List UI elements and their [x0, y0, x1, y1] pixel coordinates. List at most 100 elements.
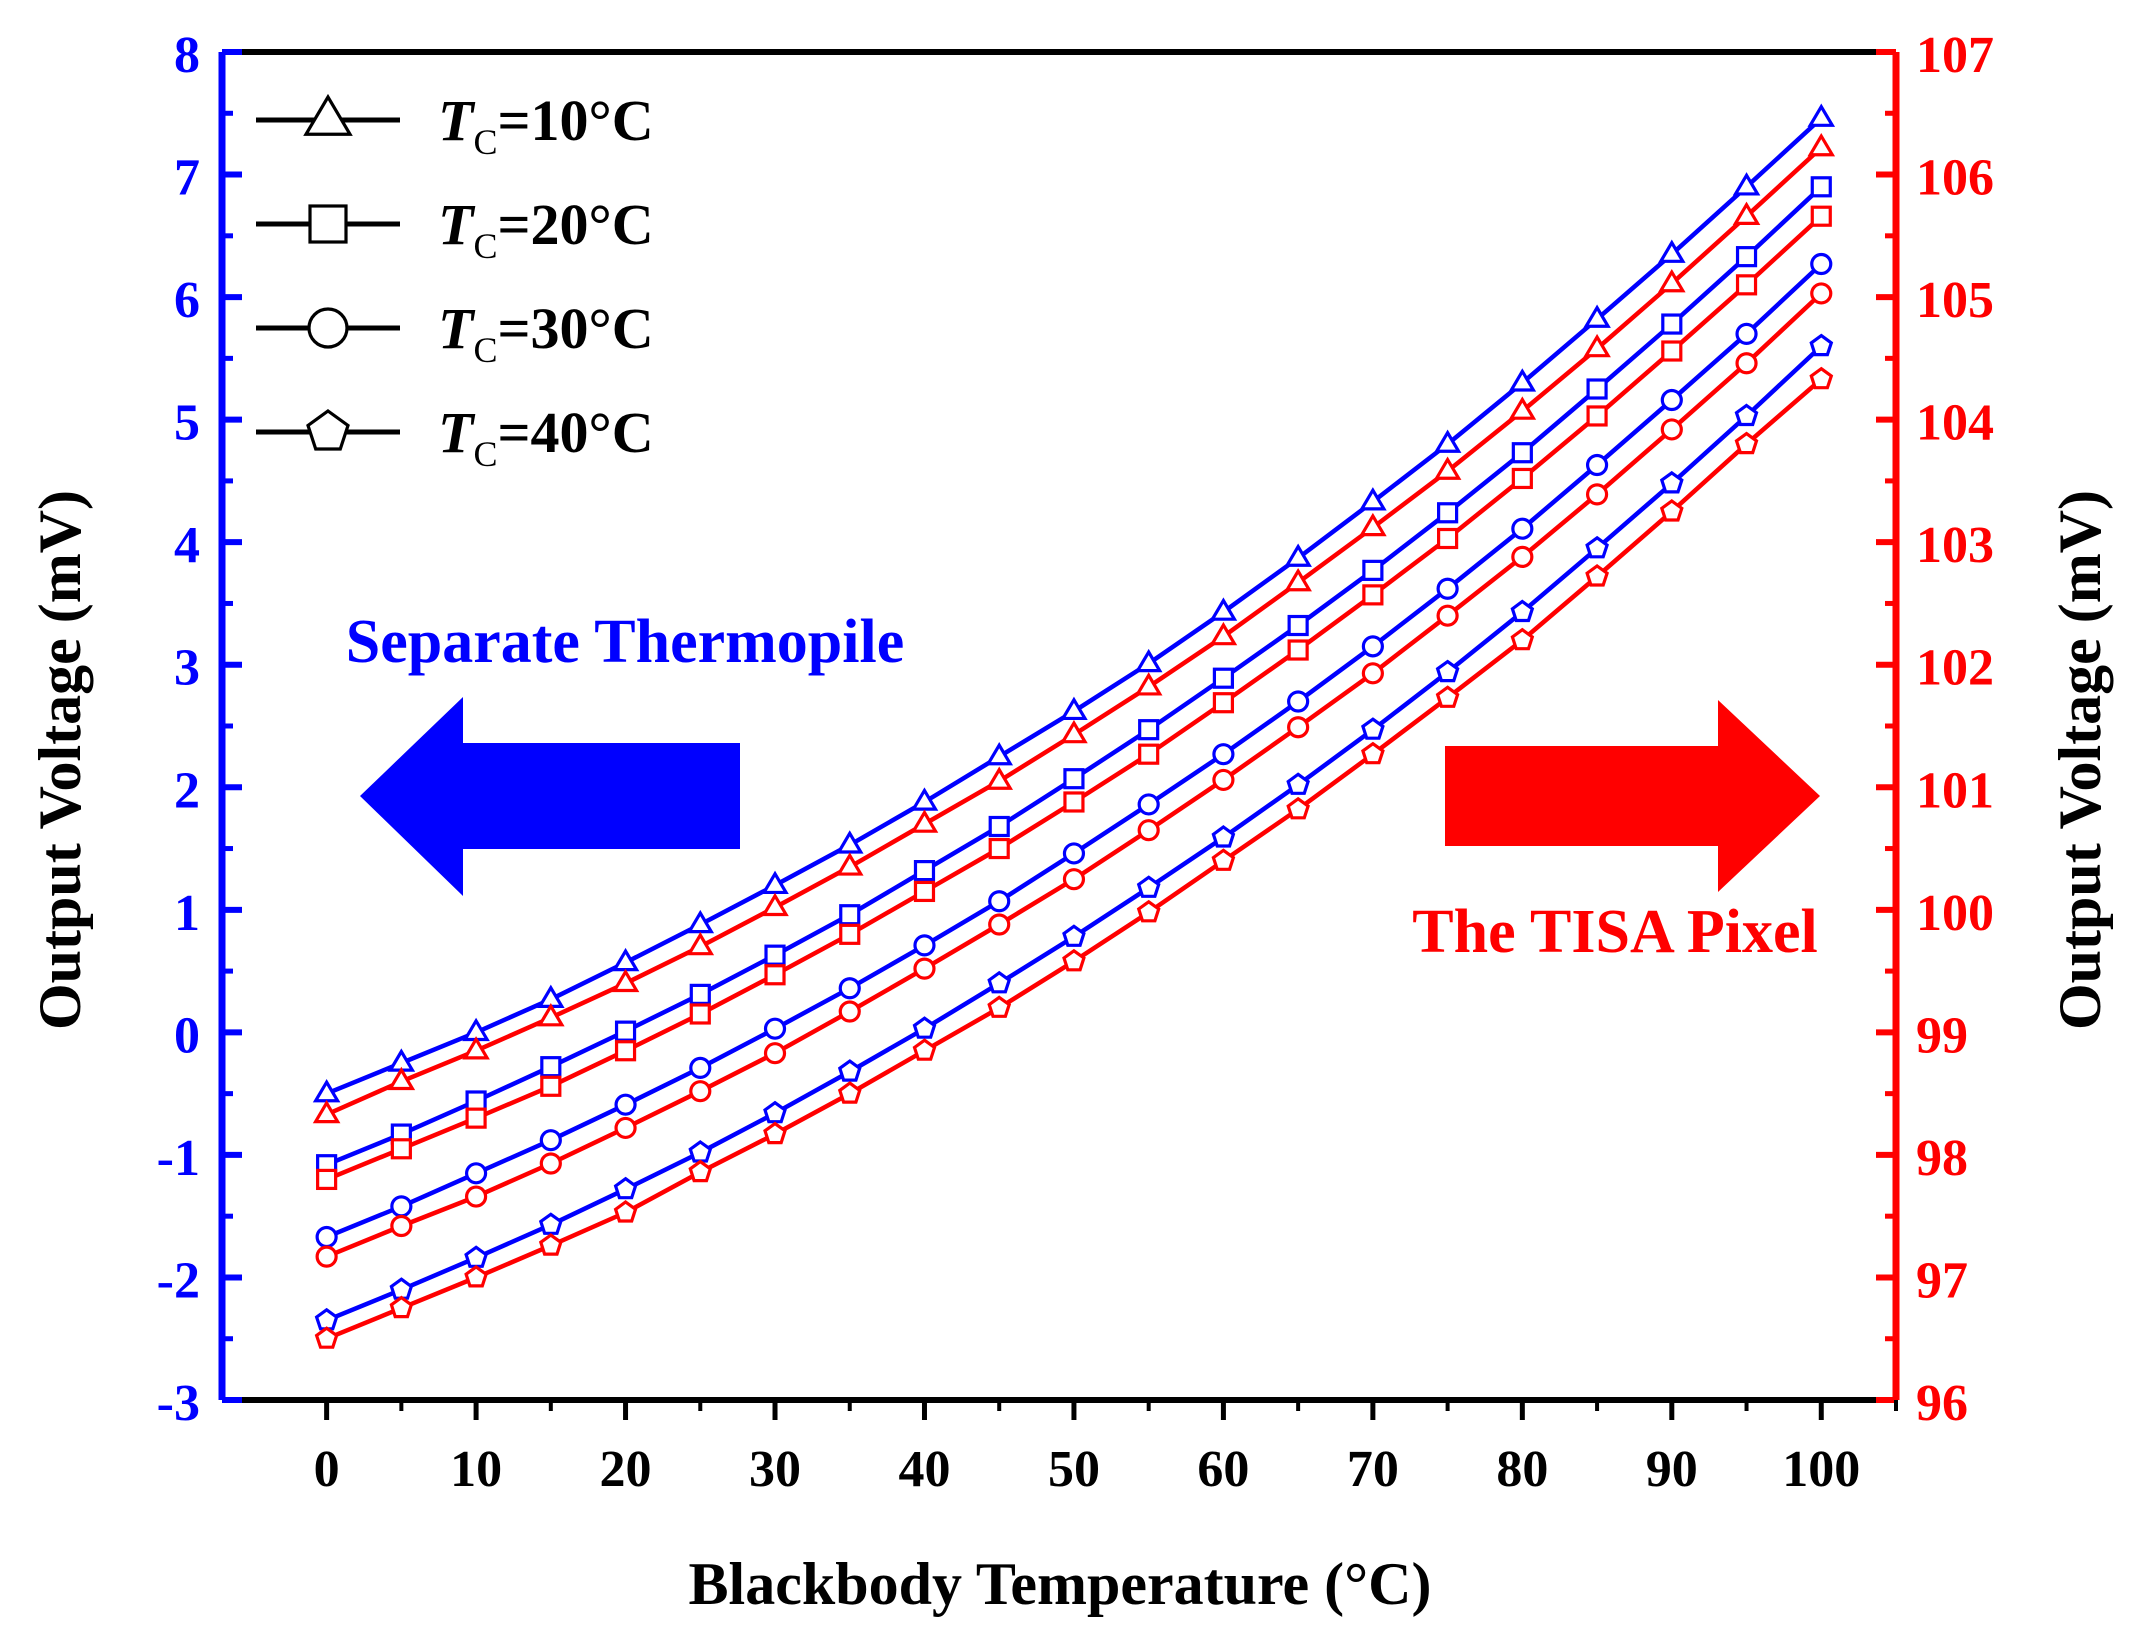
series-right-4-point-18	[1585, 564, 1609, 587]
x-tick-label-10: 90	[1646, 1441, 1698, 1498]
y-left-tick-label-9: 5	[174, 395, 200, 452]
legend-item-3-marker	[307, 307, 349, 349]
series-left-4-point-9	[912, 1016, 937, 1039]
legend-item-1-label: TC=10°C	[438, 88, 654, 162]
series-right-1-point-1	[312, 1099, 341, 1124]
series-left-1-point-17	[1508, 368, 1537, 392]
y-right-tick-label-9: 104	[1916, 395, 1994, 452]
series-right-4-point-12	[1136, 899, 1161, 923]
series-left-3-point-11	[1062, 842, 1086, 865]
series-right-3-point-20	[1735, 352, 1758, 375]
series-right-4-point-9	[912, 1038, 937, 1061]
series-left-1-point-10	[985, 741, 1014, 766]
y-right-tick-label-4: 99	[1916, 1007, 1968, 1064]
series-right-4-point-8	[837, 1081, 862, 1104]
y-right-tick-label-11: 106	[1916, 150, 1994, 207]
series-right-1-point-9	[910, 809, 939, 833]
series-right-3-point-3	[464, 1185, 488, 1208]
series-right-2-point-13	[1212, 692, 1235, 714]
series-right-4-point-1	[314, 1326, 339, 1349]
series-right-1	[312, 132, 1836, 1124]
series-left-4-point-4	[538, 1212, 563, 1235]
series-left-2-point-13	[1212, 667, 1235, 689]
series-right-3-point-7	[763, 1042, 787, 1065]
legend-item-2-marker	[308, 204, 348, 244]
series-right-3-point-18	[1585, 483, 1609, 506]
series-left-3-point-14	[1287, 690, 1310, 713]
series-left-2-point-6	[689, 983, 711, 1005]
series-left-2-point-15	[1362, 559, 1384, 581]
series-right-1-point-4	[537, 1003, 565, 1027]
legend-item-4: TC=40°C	[256, 400, 654, 474]
series-left-1-point-9	[910, 787, 939, 811]
series-left-2-point-12	[1138, 719, 1160, 741]
series-right-3-point-17	[1511, 545, 1534, 568]
series-right-2-point-5	[614, 1040, 637, 1062]
series-right-1-point-20	[1732, 201, 1761, 225]
series-right-4-point-21	[1809, 366, 1834, 390]
right-arrow	[1445, 700, 1820, 892]
series-right-1-point-14	[1284, 567, 1312, 592]
series-right-2-point-8	[839, 923, 861, 945]
x-tick-label-8: 70	[1347, 1441, 1399, 1498]
legend-item-1-marker	[303, 93, 353, 136]
series-left-1-point-18	[1583, 304, 1611, 328]
series-right-1-point-16	[1433, 456, 1462, 480]
series-right-4-point-11	[1062, 948, 1086, 972]
x-tick-label-2: 10	[450, 1441, 502, 1498]
series-left-1-point-21	[1807, 103, 1836, 127]
series-right-2-point-16	[1437, 527, 1459, 550]
series-left-2-point-10	[988, 815, 1010, 838]
series-right-4-point-3	[464, 1265, 488, 1288]
series-left-4-point-11	[1062, 924, 1086, 947]
series-left-3-point-2	[390, 1195, 413, 1218]
series-right-3-point-10	[988, 913, 1011, 936]
series-left-3-point-20	[1735, 322, 1758, 345]
legend-item-4-marker	[306, 409, 350, 451]
series-left-3-point-7	[763, 1017, 787, 1040]
y-left-tick-label-4: 0	[174, 1007, 200, 1064]
series-left-1-point-7	[761, 870, 789, 895]
series-right-2-point-6	[689, 1003, 711, 1025]
series-left-1-point-16	[1433, 429, 1462, 453]
series-right-1-point-21	[1807, 132, 1836, 157]
series-layer	[312, 103, 1836, 1349]
y-right-tick-label-1: 96	[1916, 1375, 1968, 1432]
series-right-1-point-18	[1583, 333, 1611, 358]
series-left-3-point-5	[614, 1093, 637, 1116]
x-tick-label-6: 50	[1048, 1441, 1100, 1498]
legend-item-2: TC=20°C	[256, 192, 654, 266]
series-right-3-point-8	[838, 1000, 861, 1023]
series-left-4-point-3	[464, 1245, 488, 1268]
series-left-1-point-13	[1209, 597, 1238, 621]
series-left-2-point-9	[913, 860, 936, 882]
series-right-4-point-7	[763, 1121, 787, 1145]
y-right-tick-label-12: 107	[1916, 27, 1994, 84]
series-right-4-point-16	[1435, 685, 1460, 708]
y-left-tick-label-7: 3	[174, 640, 200, 697]
x-tick-label-3: 20	[600, 1441, 652, 1498]
series-right-3-point-4	[539, 1152, 562, 1175]
series-left-3-point-6	[689, 1056, 712, 1080]
series-right-2-point-17	[1511, 467, 1533, 490]
series-left-3-point-3	[464, 1162, 488, 1185]
series-right-3-point-5	[614, 1116, 637, 1140]
series-left-2-point-19	[1661, 313, 1683, 335]
series-left-4-point-7	[763, 1100, 787, 1124]
series-right-4	[314, 366, 1834, 1349]
y-right-tick-label-6: 101	[1916, 762, 1994, 819]
series-right-3-point-9	[913, 957, 936, 980]
x-tick-label-11: 100	[1782, 1441, 1860, 1498]
series-right-3-point-13	[1212, 768, 1235, 792]
series-left-4-point-14	[1286, 772, 1310, 795]
y-left-tick-label-12: 8	[174, 27, 200, 84]
series-right-3-point-15	[1361, 662, 1384, 685]
series-left-4-point-13	[1211, 825, 1236, 848]
series-right-1-point-2	[387, 1066, 416, 1091]
x-tick-label-9: 80	[1496, 1441, 1548, 1498]
series-left-2-point-4	[540, 1056, 562, 1078]
series-right-2-point-11	[1063, 791, 1085, 813]
series-left-3-point-17	[1511, 517, 1534, 540]
series-right-1-point-5	[611, 968, 640, 993]
series-right-4-point-14	[1286, 796, 1310, 820]
